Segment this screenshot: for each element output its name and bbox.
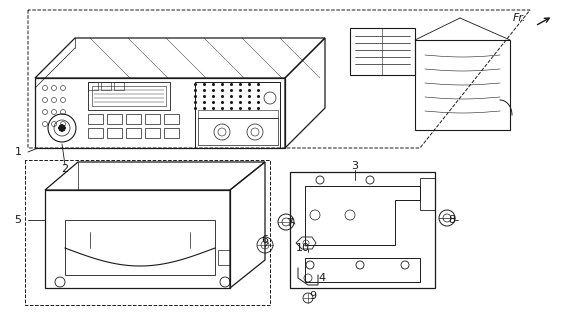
Text: 4: 4 xyxy=(318,273,325,283)
Circle shape xyxy=(59,125,65,131)
Circle shape xyxy=(59,125,65,131)
Text: 8: 8 xyxy=(449,215,456,225)
Circle shape xyxy=(59,125,65,131)
Text: Fr.: Fr. xyxy=(512,13,526,23)
Text: 5: 5 xyxy=(14,215,21,225)
Text: 7: 7 xyxy=(287,218,294,228)
Circle shape xyxy=(59,125,65,131)
Text: 3: 3 xyxy=(351,161,358,171)
Circle shape xyxy=(59,125,65,131)
Text: 6: 6 xyxy=(262,235,269,245)
Circle shape xyxy=(59,125,65,131)
Circle shape xyxy=(59,125,65,131)
Text: 1: 1 xyxy=(14,147,21,157)
Text: 10: 10 xyxy=(296,243,310,253)
Text: 2: 2 xyxy=(61,164,68,174)
Circle shape xyxy=(59,125,65,131)
Text: 9: 9 xyxy=(309,291,317,301)
